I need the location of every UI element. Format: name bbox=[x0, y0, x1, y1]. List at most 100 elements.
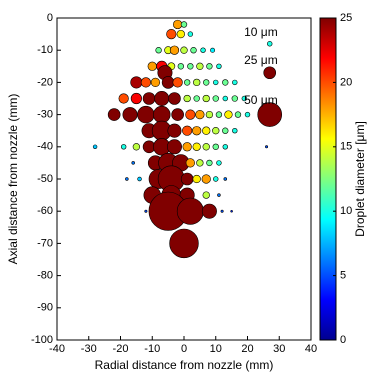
droplet bbox=[265, 145, 269, 149]
x-tick-label: -20 bbox=[113, 343, 129, 355]
droplet bbox=[241, 95, 248, 102]
droplet bbox=[172, 77, 183, 88]
y-axis-label: Axial distance from nozzle (mm) bbox=[6, 94, 20, 265]
droplet bbox=[187, 31, 194, 37]
droplet bbox=[202, 191, 210, 199]
x-tick-label: 40 bbox=[305, 343, 317, 355]
droplet bbox=[202, 94, 210, 103]
droplet bbox=[212, 143, 219, 150]
droplet bbox=[185, 109, 196, 120]
colorbar-tick-label: 15 bbox=[340, 141, 352, 153]
droplet bbox=[150, 77, 161, 88]
droplet bbox=[193, 95, 200, 102]
droplet bbox=[213, 176, 219, 182]
x-tick-label: -40 bbox=[49, 343, 65, 355]
droplet bbox=[183, 94, 191, 103]
droplet bbox=[182, 142, 192, 152]
droplet bbox=[195, 109, 205, 120]
droplet bbox=[107, 108, 121, 121]
droplet bbox=[142, 92, 156, 105]
droplet bbox=[153, 105, 171, 124]
droplet bbox=[230, 209, 233, 213]
droplet bbox=[192, 142, 201, 151]
droplet bbox=[176, 197, 204, 225]
droplet bbox=[180, 21, 188, 28]
size-legend-label: 25 μm bbox=[244, 53, 278, 67]
x-tick-label: 10 bbox=[210, 343, 222, 355]
droplet bbox=[203, 79, 210, 86]
size-legend-label: 10 μm bbox=[244, 25, 278, 39]
droplet bbox=[210, 47, 216, 53]
y-tick-label: -70 bbox=[37, 237, 53, 249]
droplet bbox=[171, 108, 184, 121]
droplet bbox=[192, 174, 201, 184]
colorbar-tick-label: 5 bbox=[340, 270, 346, 282]
y-tick-label: -90 bbox=[37, 302, 53, 314]
droplet bbox=[213, 79, 219, 86]
droplet bbox=[182, 125, 193, 136]
droplet bbox=[201, 174, 211, 184]
droplet bbox=[147, 61, 157, 71]
droplet bbox=[215, 111, 223, 118]
droplet bbox=[222, 79, 229, 86]
droplet bbox=[193, 78, 201, 87]
droplet bbox=[201, 203, 217, 219]
y-tick-label: -40 bbox=[37, 141, 53, 153]
droplet bbox=[216, 63, 222, 70]
droplet bbox=[222, 95, 228, 102]
y-tick-label: -10 bbox=[37, 44, 53, 56]
y-tick-label: -100 bbox=[31, 334, 53, 346]
droplet bbox=[167, 123, 182, 138]
droplet bbox=[200, 47, 206, 53]
droplet bbox=[161, 76, 175, 89]
colorbar-label: Droplet diameter [μm] bbox=[353, 121, 367, 237]
x-axis-label: Radial distance from nozzle (mm) bbox=[95, 358, 274, 372]
droplet bbox=[212, 127, 220, 135]
droplet bbox=[176, 29, 185, 39]
droplet bbox=[168, 92, 181, 105]
droplet bbox=[130, 92, 142, 105]
droplet bbox=[192, 126, 202, 136]
y-tick-label: -20 bbox=[37, 76, 53, 88]
droplet bbox=[155, 47, 162, 54]
x-tick-label: 0 bbox=[181, 343, 187, 355]
colorbar-tick-label: 0 bbox=[340, 334, 346, 346]
droplet bbox=[130, 76, 143, 89]
droplet bbox=[169, 228, 199, 259]
droplet bbox=[202, 143, 210, 151]
droplet bbox=[232, 79, 238, 86]
droplet bbox=[122, 107, 138, 123]
droplet bbox=[185, 158, 195, 168]
x-tick-label: -30 bbox=[81, 343, 97, 355]
droplet bbox=[222, 127, 229, 134]
droplet bbox=[92, 144, 98, 150]
droplet bbox=[125, 177, 129, 181]
y-tick-label: -80 bbox=[37, 270, 53, 282]
droplet bbox=[173, 19, 183, 30]
droplet bbox=[224, 110, 233, 119]
droplet bbox=[205, 110, 214, 119]
droplet bbox=[202, 126, 211, 135]
colorbar bbox=[319, 17, 337, 341]
droplet bbox=[212, 95, 219, 102]
droplet bbox=[196, 159, 204, 167]
droplet bbox=[154, 91, 170, 107]
droplet bbox=[137, 105, 155, 124]
droplet bbox=[234, 111, 242, 118]
droplet bbox=[166, 139, 182, 155]
droplet bbox=[144, 209, 148, 213]
droplet bbox=[131, 161, 135, 165]
droplet bbox=[206, 159, 213, 167]
droplet bbox=[180, 46, 188, 54]
droplet bbox=[223, 177, 228, 181]
droplet bbox=[180, 172, 194, 186]
x-tick-label: 20 bbox=[241, 343, 253, 355]
y-tick-label: 0 bbox=[47, 12, 53, 24]
droplet bbox=[140, 77, 151, 88]
droplet bbox=[118, 93, 129, 104]
droplet bbox=[220, 209, 224, 213]
size-legend-label: 50 μm bbox=[244, 93, 278, 107]
y-tick-label: -60 bbox=[37, 205, 53, 217]
droplet bbox=[132, 143, 141, 151]
